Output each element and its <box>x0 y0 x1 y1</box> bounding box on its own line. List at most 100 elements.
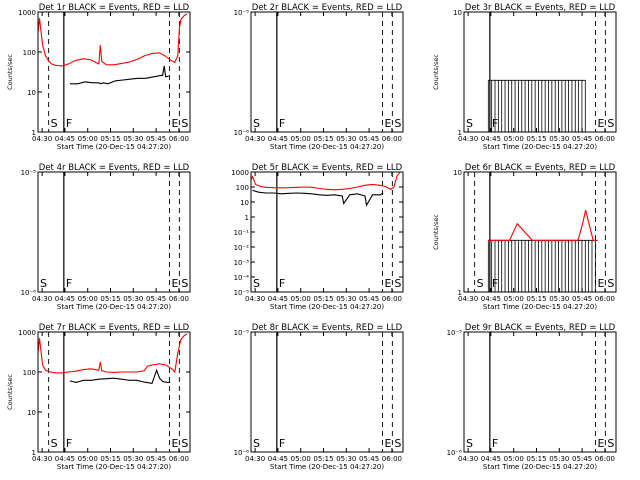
detector-panel-6: Det 6r BLACK = Events, RED = LLD Counts/s… <box>432 163 617 311</box>
marker-label-e: E <box>384 437 391 450</box>
panel-title: Det 2r BLACK = Events, RED = LLD <box>252 3 403 13</box>
marker-label-f: F <box>279 117 285 130</box>
y-tick-label: 10⁻⁵ <box>447 329 463 337</box>
plot-frame <box>463 331 617 453</box>
detector-panel-7: Det 7r BLACK = Events, RED = LLD Counts/s… <box>6 323 191 471</box>
x-tick-label: 05:45 <box>146 135 166 143</box>
x-tick-label: 05:45 <box>572 295 592 303</box>
plot-frame <box>463 11 617 133</box>
y-tick-label: 10⁻⁵ <box>234 9 250 17</box>
x-tick-label: 04:30 <box>32 295 52 303</box>
y-axis-label: Counts/sec <box>432 214 440 250</box>
panel-title: Det 8r BLACK = Events, RED = LLD <box>252 323 403 333</box>
series-line-events <box>69 65 169 85</box>
x-axis-label: Start Time (20-Dec-15 04:27:20) <box>270 463 384 471</box>
y-tick-label: 10⁻⁶ <box>21 289 37 297</box>
y-tick-label: 10 <box>27 89 36 97</box>
x-tick-label: 05:15 <box>100 135 120 143</box>
series-line-lld <box>250 171 401 191</box>
detector-panel-8: Det 8r BLACK = Events, RED = LLD 10⁻⁶ 10⁻⁵… <box>234 323 404 471</box>
x-tick-label: 04:30 <box>245 135 265 143</box>
marker-label-s: S <box>477 277 484 290</box>
y-axis-label: Counts/sec <box>6 54 14 90</box>
y-tick-label: 10⁻⁶ <box>447 449 463 457</box>
x-tick-label: 05:00 <box>78 135 98 143</box>
marker-label-s: S <box>253 437 260 450</box>
x-axis-label: Start Time (20-Dec-15 04:27:20) <box>57 143 171 151</box>
marker-label-s: S <box>466 437 473 450</box>
x-tick-label: 05:15 <box>313 135 333 143</box>
y-tick-label: 10⁻² <box>234 244 250 252</box>
y-tick-label: 10⁻⁶ <box>234 449 250 457</box>
x-tick-label: 05:30 <box>336 455 356 463</box>
panel-title: Det 7r BLACK = Events, RED = LLD <box>39 323 190 333</box>
x-tick-label: 04:30 <box>458 295 478 303</box>
y-tick-label: 10⁻⁵ <box>234 289 250 297</box>
y-tick-label: 100 <box>23 369 36 377</box>
x-tick-label: 05:30 <box>549 135 569 143</box>
x-tick-label: 05:15 <box>526 455 546 463</box>
x-tick-label: 05:30 <box>336 295 356 303</box>
y-tick-label: 1 <box>32 129 36 137</box>
marker-label-s: S <box>253 277 260 290</box>
x-tick-label: 05:00 <box>504 455 524 463</box>
x-tick-label: 05:45 <box>572 135 592 143</box>
x-tick-label: 05:30 <box>549 455 569 463</box>
x-tick-label: 04:45 <box>268 295 288 303</box>
marker-label-e: E <box>171 437 178 450</box>
x-tick-label: 04:30 <box>245 295 265 303</box>
panel-title: Det 5r BLACK = Events, RED = LLD <box>252 163 403 173</box>
y-tick-label: 1 <box>458 129 462 137</box>
x-tick-label: 05:15 <box>526 295 546 303</box>
marker-label-s2: S <box>394 437 401 450</box>
x-tick-label: 05:00 <box>504 295 524 303</box>
marker-label-e: E <box>384 117 391 130</box>
x-axis-label: Start Time (20-Dec-15 04:27:20) <box>483 463 597 471</box>
x-tick-label: 05:00 <box>291 135 311 143</box>
x-tick-label: 06:00 <box>382 455 402 463</box>
x-tick-label: 04:30 <box>458 135 478 143</box>
plot-frame <box>250 171 404 293</box>
detector-panel-1: Det 1r BLACK = Events, RED = LLD Counts/s… <box>6 3 191 151</box>
x-tick-label: 04:30 <box>32 455 52 463</box>
x-tick-label: 04:30 <box>245 455 265 463</box>
x-tick-label: 04:30 <box>458 455 478 463</box>
marker-label-s2: S <box>394 117 401 130</box>
marker-label-s2: S <box>181 277 188 290</box>
y-tick-label: 10⁻⁵ <box>234 329 250 337</box>
x-tick-label: 06:00 <box>169 135 189 143</box>
marker-label-s: S <box>51 437 58 450</box>
marker-label-f: F <box>279 437 285 450</box>
y-tick-label: 10⁻¹ <box>234 229 250 237</box>
y-tick-label: 1 <box>458 289 462 297</box>
x-tick-label: 04:45 <box>268 135 288 143</box>
marker-label-e: E <box>171 117 178 130</box>
y-tick-label: 1 <box>32 449 36 457</box>
marker-label-e: E <box>384 277 391 290</box>
marker-label-s2: S <box>607 277 614 290</box>
y-tick-label: 10⁻⁵ <box>21 169 37 177</box>
x-tick-label: 06:00 <box>595 455 615 463</box>
x-tick-label: 05:00 <box>78 295 98 303</box>
marker-label-f: F <box>66 117 72 130</box>
x-tick-label: 05:15 <box>100 455 120 463</box>
x-tick-label: 05:45 <box>146 295 166 303</box>
panel-title: Det 1r BLACK = Events, RED = LLD <box>39 3 190 13</box>
marker-label-e: E <box>171 277 178 290</box>
x-tick-label: 04:45 <box>481 135 501 143</box>
x-tick-label: 06:00 <box>169 455 189 463</box>
x-tick-label: 04:45 <box>481 455 501 463</box>
x-tick-label: 04:45 <box>55 295 75 303</box>
plot-frame <box>37 11 191 133</box>
x-tick-label: 04:45 <box>55 135 75 143</box>
x-tick-label: 05:00 <box>291 455 311 463</box>
plot-frame <box>37 331 191 453</box>
y-tick-label: 10 <box>240 199 249 207</box>
marker-label-s: S <box>51 117 58 130</box>
marker-label-s2: S <box>607 437 614 450</box>
x-tick-label: 05:00 <box>78 455 98 463</box>
x-axis-label: Start Time (20-Dec-15 04:27:20) <box>270 303 384 311</box>
x-tick-label: 05:15 <box>526 135 546 143</box>
y-tick-label: 100 <box>23 49 36 57</box>
